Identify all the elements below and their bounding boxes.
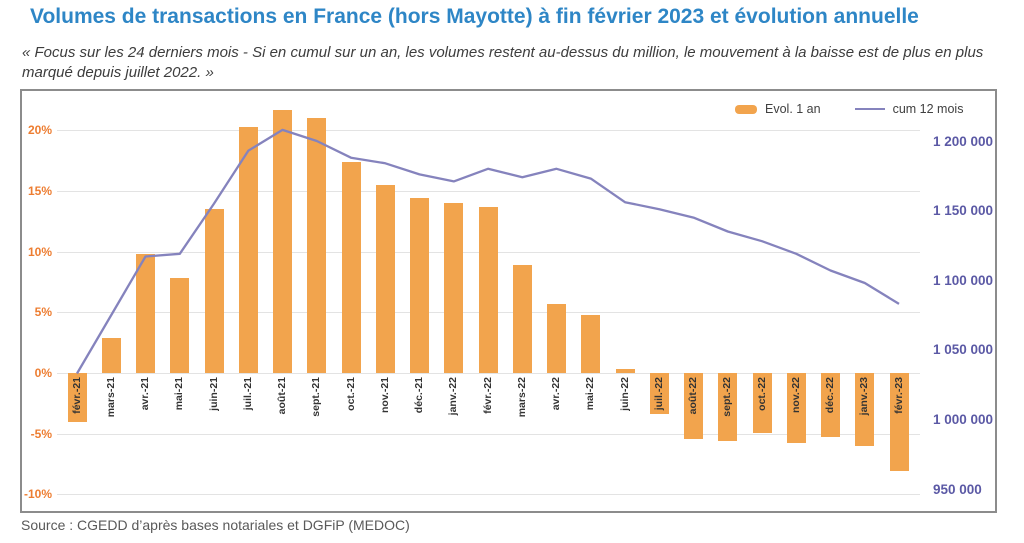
bar-déc.-22	[821, 373, 840, 438]
bar-avr.-22	[547, 303, 566, 373]
left-axis-tick: 15%	[27, 183, 52, 198]
category-label-août-21: août-21	[276, 377, 288, 415]
chart-subtitle: « Focus sur les 24 derniers mois - Si en…	[22, 44, 984, 82]
bar-févr.-21	[67, 373, 87, 422]
bar-févr.-23	[889, 373, 909, 472]
bar-janv.-23	[855, 373, 875, 446]
legend-entry-line: cum 12 mois	[854, 102, 964, 116]
category-label-janv.-22: janv.-22	[447, 377, 460, 416]
category-label-déc.-21: déc.-21	[413, 377, 425, 414]
bar-series-swatch-icon	[735, 104, 757, 114]
category-label-juin-21: juin-21	[207, 377, 220, 411]
category-label-nov.-22: nov.-22	[789, 377, 802, 413]
category-label-juin-22: juin-22	[618, 377, 631, 411]
bar-juil.-22	[649, 373, 669, 415]
bar-oct.-22	[752, 373, 772, 433]
chart-panel: 20% 15% 10% 5% 0% -5% -10% 1 200 000 1 150 000 1 …	[20, 89, 997, 513]
left-axis-tick: 0%	[34, 366, 52, 380]
left-axis-tick: 5%	[34, 305, 52, 320]
bar-oct.-21	[341, 161, 361, 373]
bar-nov.-22	[786, 373, 806, 444]
right-axis-tick: 1 050 000	[933, 342, 994, 358]
category-label-mars-22: mars-22	[515, 377, 528, 418]
category-label-oct.-21: oct.-21	[344, 377, 357, 411]
right-axis-tick: 1 150 000	[933, 203, 994, 219]
category-label-août-22: août-22	[687, 377, 699, 415]
gridline	[57, 190, 920, 192]
category-label-mai-21: mai-21	[173, 377, 186, 411]
category-label-févr.-22: févr.-22	[481, 377, 494, 414]
category-label-févr.-23: févr.-23	[892, 377, 905, 414]
bar-sept.-22	[718, 373, 738, 441]
legend-label-cum: cum 12 mois	[892, 102, 964, 116]
category-label-avr.-22: avr.-22	[550, 377, 562, 411]
left-axis-tick: -10%	[23, 487, 52, 502]
left-axis-tick: -5%	[30, 426, 52, 441]
right-axis-tick: 1 100 000	[933, 272, 994, 288]
category-label-juil.-21: juil.-21	[241, 377, 254, 411]
bar-juin-22	[615, 369, 635, 373]
gridline	[57, 494, 920, 496]
bar-juin-21	[204, 209, 224, 373]
bar-août-21	[273, 109, 292, 373]
bar-déc.-21	[410, 198, 429, 373]
category-label-déc.-22: déc.-22	[824, 377, 836, 414]
bar-sept.-21	[307, 118, 327, 373]
legend-label-evol: Evol. 1 an	[765, 102, 821, 116]
bar-nov.-21	[375, 184, 395, 373]
category-label-avr.-21: avr.-21	[139, 377, 151, 411]
category-label-janv.-23: janv.-23	[858, 377, 871, 416]
category-label-sept.-21: sept.-21	[310, 377, 323, 417]
right-axis-tick: 1 000 000	[933, 411, 994, 427]
category-label-juil.-22: juil.-22	[652, 377, 665, 411]
legend-entry-bars: Evol. 1 an	[735, 102, 821, 116]
bar-avr.-21	[136, 254, 155, 373]
category-label-nov.-21: nov.-21	[378, 377, 391, 413]
bar-mai-21	[170, 278, 190, 373]
line-series-layer	[76, 128, 900, 375]
category-label-mai-22: mai-22	[584, 377, 597, 411]
category-label-févr.-21: févr.-21	[70, 377, 83, 414]
category-label-sept.-22: sept.-22	[721, 377, 734, 417]
gridline	[57, 130, 920, 132]
chart-legend: Evol. 1 an cum 12 mois	[735, 102, 963, 116]
category-label-oct.-22: oct.-22	[755, 377, 768, 411]
left-axis-tick: 20%	[27, 123, 52, 138]
bar-mars-21	[101, 337, 121, 373]
right-axis-tick: 950 000	[933, 481, 982, 497]
bar-juil.-21	[238, 126, 258, 373]
bar-mai-22	[581, 314, 601, 373]
chart-title: Volumes de transactions en France (hors …	[30, 5, 919, 28]
category-label-mars-21: mars-21	[104, 377, 117, 418]
left-axis-tick: 10%	[27, 244, 52, 259]
right-axis-tick: 1 200 000	[933, 133, 994, 149]
line-series-swatch-icon	[854, 108, 885, 110]
bar-févr.-22	[478, 206, 498, 373]
bar-août-22	[684, 373, 703, 439]
bar-mars-22	[512, 265, 532, 373]
gridline	[57, 433, 920, 435]
source-caption: Source : CGEDD d’après bases notariales …	[21, 517, 410, 533]
bar-janv.-22	[444, 203, 464, 373]
